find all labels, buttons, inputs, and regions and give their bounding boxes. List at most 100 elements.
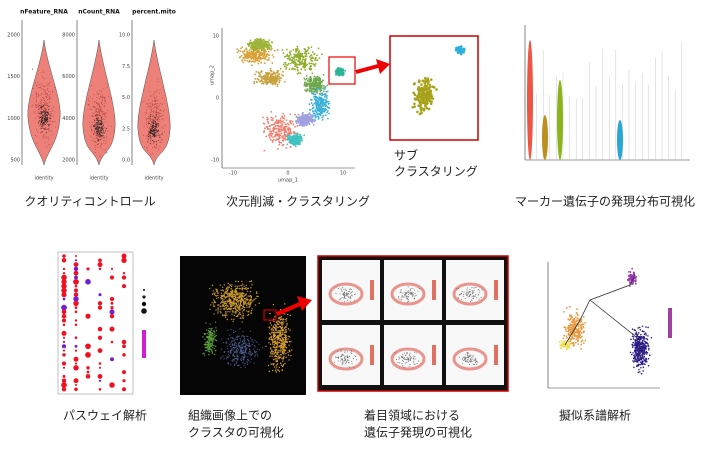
dot (303, 124, 305, 127)
dot (285, 320, 287, 322)
dot (248, 340, 250, 342)
dot (223, 299, 225, 301)
dot (257, 57, 260, 60)
dot (109, 309, 115, 315)
dot (276, 49, 279, 51)
dot (205, 349, 207, 352)
dot (92, 125, 94, 127)
legend-dot (141, 301, 147, 307)
dot (61, 344, 67, 349)
dot (245, 286, 247, 289)
colorbar (142, 330, 146, 358)
dot (275, 353, 278, 355)
dot (290, 132, 293, 135)
dot (213, 339, 215, 341)
dot (231, 290, 233, 293)
dot (297, 51, 300, 54)
dot (228, 297, 231, 300)
dot (212, 303, 215, 305)
dot (249, 303, 251, 305)
dot (305, 53, 308, 55)
violin (82, 39, 116, 166)
dot (312, 79, 315, 82)
dot (255, 57, 258, 60)
dot (274, 351, 276, 354)
dot (281, 369, 284, 371)
dot (241, 59, 243, 62)
tick-label: 7.5 (122, 64, 130, 70)
dot (253, 55, 256, 58)
dot (284, 313, 286, 315)
dot (40, 127, 42, 129)
dot (245, 47, 248, 50)
dot (211, 352, 214, 354)
dot (277, 326, 279, 329)
dot (236, 51, 239, 54)
dot (296, 45, 299, 48)
dot-cluster (454, 45, 466, 56)
dot (231, 294, 233, 297)
dot (265, 126, 268, 128)
dot (45, 132, 47, 134)
dot (295, 141, 297, 144)
dot (96, 128, 98, 130)
dot (421, 79, 425, 83)
dot (101, 120, 103, 122)
dot (213, 313, 215, 315)
dot (294, 125, 296, 128)
dot (314, 119, 317, 122)
dot (429, 78, 433, 81)
dot (231, 292, 233, 294)
dot (306, 49, 309, 52)
dot (225, 300, 227, 302)
dot (220, 348, 223, 350)
dot (61, 361, 67, 366)
dot (110, 340, 114, 344)
dot (279, 329, 281, 332)
dot (217, 296, 220, 299)
dot (293, 60, 296, 63)
dot (110, 267, 114, 270)
dot (224, 307, 226, 309)
dot (315, 111, 318, 113)
dot (62, 267, 66, 271)
dot (270, 45, 273, 48)
dot (305, 121, 308, 124)
dot (287, 335, 289, 338)
dot (222, 308, 225, 310)
dot (307, 78, 310, 80)
dot (122, 353, 126, 357)
dot (97, 335, 103, 340)
dot (225, 296, 227, 298)
dot (344, 70, 346, 72)
dot (281, 139, 284, 142)
dot (151, 122, 153, 124)
dot (42, 124, 44, 126)
dot (94, 120, 96, 122)
dot (273, 363, 275, 365)
dot (309, 68, 312, 70)
dot (284, 135, 287, 138)
dot (227, 353, 230, 356)
dot (293, 132, 296, 135)
dot (157, 135, 159, 137)
dot (286, 322, 288, 325)
dot (267, 59, 270, 61)
dot (277, 356, 280, 358)
dot (99, 132, 101, 134)
dot (236, 285, 238, 288)
dot (275, 346, 277, 349)
dot (270, 339, 273, 341)
dot (100, 139, 102, 141)
dot (318, 57, 321, 60)
dot (150, 132, 152, 134)
dot (110, 301, 114, 305)
dot (294, 113, 296, 116)
dot (273, 78, 275, 81)
dot (41, 111, 43, 113)
dot (241, 311, 244, 313)
dot (209, 323, 211, 325)
dot (221, 297, 224, 300)
dot (61, 292, 67, 298)
dot (62, 353, 66, 357)
